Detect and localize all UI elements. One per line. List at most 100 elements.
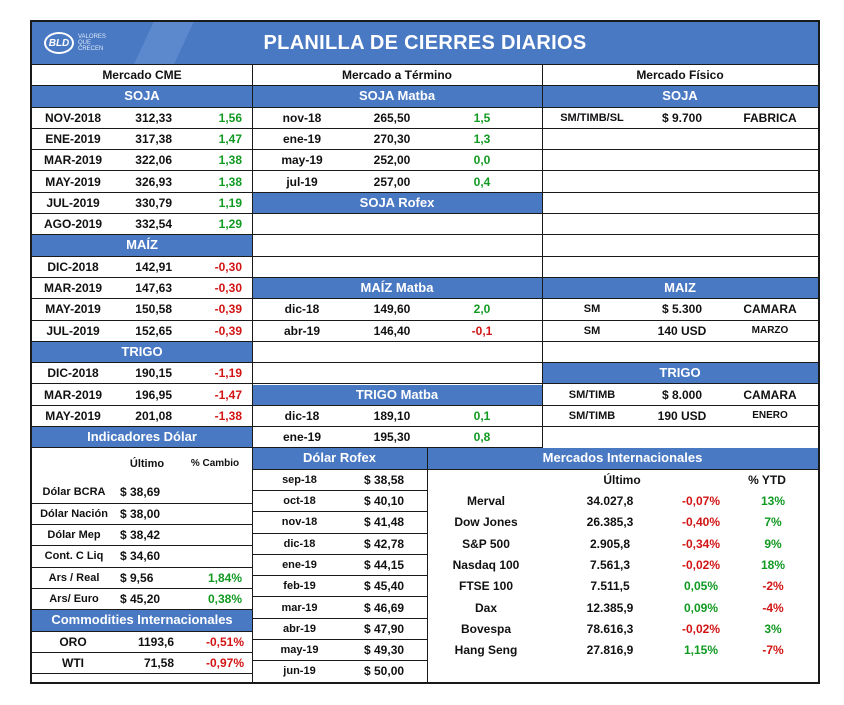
- intl-row: Bovespa 78.616,3 -0,02% 3%: [427, 619, 818, 640]
- change: 1,3: [473, 131, 491, 146]
- cme-trigo-row: MAY-2019 201,08 -1,38: [32, 406, 252, 428]
- empty-row: [542, 129, 818, 151]
- contract-month: may-19: [281, 153, 323, 168]
- physical-price: $ 8.000: [661, 387, 703, 402]
- index-ytd: 13%: [760, 494, 786, 508]
- index-ytd: 7%: [764, 515, 782, 530]
- cme-maiz-row: MAR-2019 147,63 -0,30: [32, 278, 252, 300]
- intl-row: FTSE 100 7.511,5 0,05% -2%: [427, 576, 818, 597]
- daily-closing-sheet: BLD VALORES QUE CRECEN PLANILLA DE CIERR…: [30, 20, 820, 684]
- empty-row: [252, 363, 542, 385]
- indicator-change: [182, 482, 242, 502]
- cme-soja-row: JUL-2019 330,79 1,19: [32, 193, 252, 215]
- index-name: Bovespa: [460, 621, 512, 636]
- intl-row: Dax 12.385,9 0,09% -4%: [427, 598, 818, 619]
- price: 332,54: [135, 217, 172, 232]
- price: 195,30: [373, 430, 411, 445]
- rofex-row: mar-19 $ 46,69: [252, 598, 427, 619]
- indicator-change: [182, 525, 242, 545]
- price: 190,15: [135, 366, 172, 381]
- intl-header: Mercados Internacionales: [427, 448, 818, 470]
- empty-row: [542, 235, 818, 257]
- physical-price: 140 USD: [657, 323, 707, 338]
- price: 317,38: [135, 131, 172, 146]
- rofex-row: dic-18 $ 42,78: [252, 534, 427, 555]
- change: 0,8: [473, 430, 491, 445]
- cme-trigo-row: DIC-2018 190,15 -1,19: [32, 363, 252, 385]
- rofex-row: may-19 $ 49,30: [252, 640, 427, 662]
- empty-row: [252, 235, 542, 257]
- index-ytd: 3%: [764, 621, 782, 636]
- indicator-value: $ 38,69: [120, 485, 161, 500]
- page-title: PLANILLA DE CIERRES DIARIOS: [263, 32, 587, 54]
- physical-price: $ 9.700: [661, 110, 703, 125]
- indicator-value: $ 9,56: [120, 570, 154, 585]
- cme-soja-row: MAY-2019 326,93 1,38: [32, 172, 252, 193]
- mercado-fisico-header: Mercado Físico: [542, 65, 818, 87]
- rofex-row: abr-19 $ 47,90: [252, 619, 427, 641]
- cme-maiz-header: MAÍZ: [32, 235, 252, 257]
- price: 149,60: [373, 302, 411, 317]
- contract-month: ENE-2019: [45, 131, 101, 146]
- column-divider: [252, 65, 253, 682]
- dolar-row: Dólar Mep $ 38,42: [32, 525, 252, 547]
- index-change: -0,02%: [681, 557, 721, 572]
- physical-price: 190 USD: [657, 408, 707, 423]
- commodity-change: -0,51%: [205, 634, 244, 649]
- contract-month: AGO-2019: [43, 217, 103, 232]
- physical-terms: ENERO: [752, 409, 788, 421]
- matba-maiz-header: MAÍZ Matba: [252, 278, 542, 300]
- termino-trigo-row: ene-19 195,30 0,8: [252, 427, 542, 449]
- index-change: -0,34%: [681, 536, 721, 551]
- change: -1,47: [214, 387, 242, 402]
- rofex-value: $ 42,78: [364, 536, 405, 551]
- indicator-value: $ 38,42: [120, 528, 161, 543]
- empty-row: [542, 257, 818, 278]
- commodity-row: WTI 71,58 -0,97%: [32, 653, 252, 675]
- cme-trigo-header: TRIGO: [32, 341, 252, 364]
- contract-month: MAR-2019: [43, 153, 103, 168]
- price: 196,95: [135, 387, 172, 402]
- contract-month: MAR-2019: [43, 387, 103, 402]
- index-name: S&P 500: [462, 536, 510, 551]
- intl-row: Hang Seng 27.816,9 1,15% -7%: [427, 640, 818, 661]
- empty-row: [542, 193, 818, 215]
- dolar-row: Ars / Real $ 9,56 1,84%: [32, 568, 252, 589]
- fisico-trigo-row: SM/TIMB $ 8.000 CAMARA: [542, 385, 818, 406]
- rofex-value: $ 41,48: [364, 515, 405, 530]
- delivery-condition: SM/TIMB: [568, 409, 616, 422]
- index-change: -0,40%: [681, 515, 721, 530]
- fisico-maiz-row: SM $ 5.300 CAMARA: [542, 299, 818, 321]
- price: 147,63: [135, 281, 172, 295]
- contract-month: MAY-2019: [45, 302, 101, 317]
- fisico-maiz-row: SM 140 USD MARZO: [542, 321, 818, 342]
- contract-month: JUL-2019: [46, 323, 100, 338]
- rofex-value: $ 50,00: [364, 664, 405, 679]
- index-change: 1,15%: [683, 643, 719, 658]
- indicator-change: [182, 546, 242, 566]
- cme-soja-row: NOV-2018 312,33 1,56: [32, 108, 252, 129]
- index-value: 78.616,3: [586, 621, 634, 636]
- rofex-row: jun-19 $ 50,00: [252, 661, 427, 683]
- dolar-row: Dólar BCRA $ 38,69: [32, 482, 252, 504]
- price: 270,30: [373, 131, 411, 146]
- index-name: FTSE 100: [458, 579, 514, 594]
- commodities-header: Commodities Internacionales: [32, 610, 252, 632]
- intl-row: S&P 500 2.905,8 -0,34% 9%: [427, 534, 818, 555]
- contract-month: MAY-2019: [45, 174, 101, 189]
- empty-row: [542, 172, 818, 193]
- mercado-cme-header: Mercado CME: [32, 65, 252, 87]
- col-ultimo: Último: [129, 458, 165, 471]
- index-ytd: -2%: [762, 579, 784, 594]
- termino-maiz-row: dic-18 149,60 2,0: [252, 299, 542, 321]
- change: -1,38: [214, 408, 242, 423]
- index-value: 7.561,3: [589, 557, 631, 572]
- col-ytd: % YTD: [748, 472, 786, 487]
- change: -0,1: [471, 323, 493, 338]
- change: -0,30: [214, 259, 242, 274]
- commodity-value: 1193,6: [137, 634, 174, 649]
- index-name: Merval: [466, 494, 506, 508]
- cme-maiz-row: MAY-2019 150,58 -0,39: [32, 299, 252, 321]
- indicator-name: Dólar BCRA: [42, 486, 106, 499]
- empty-row: [542, 214, 818, 236]
